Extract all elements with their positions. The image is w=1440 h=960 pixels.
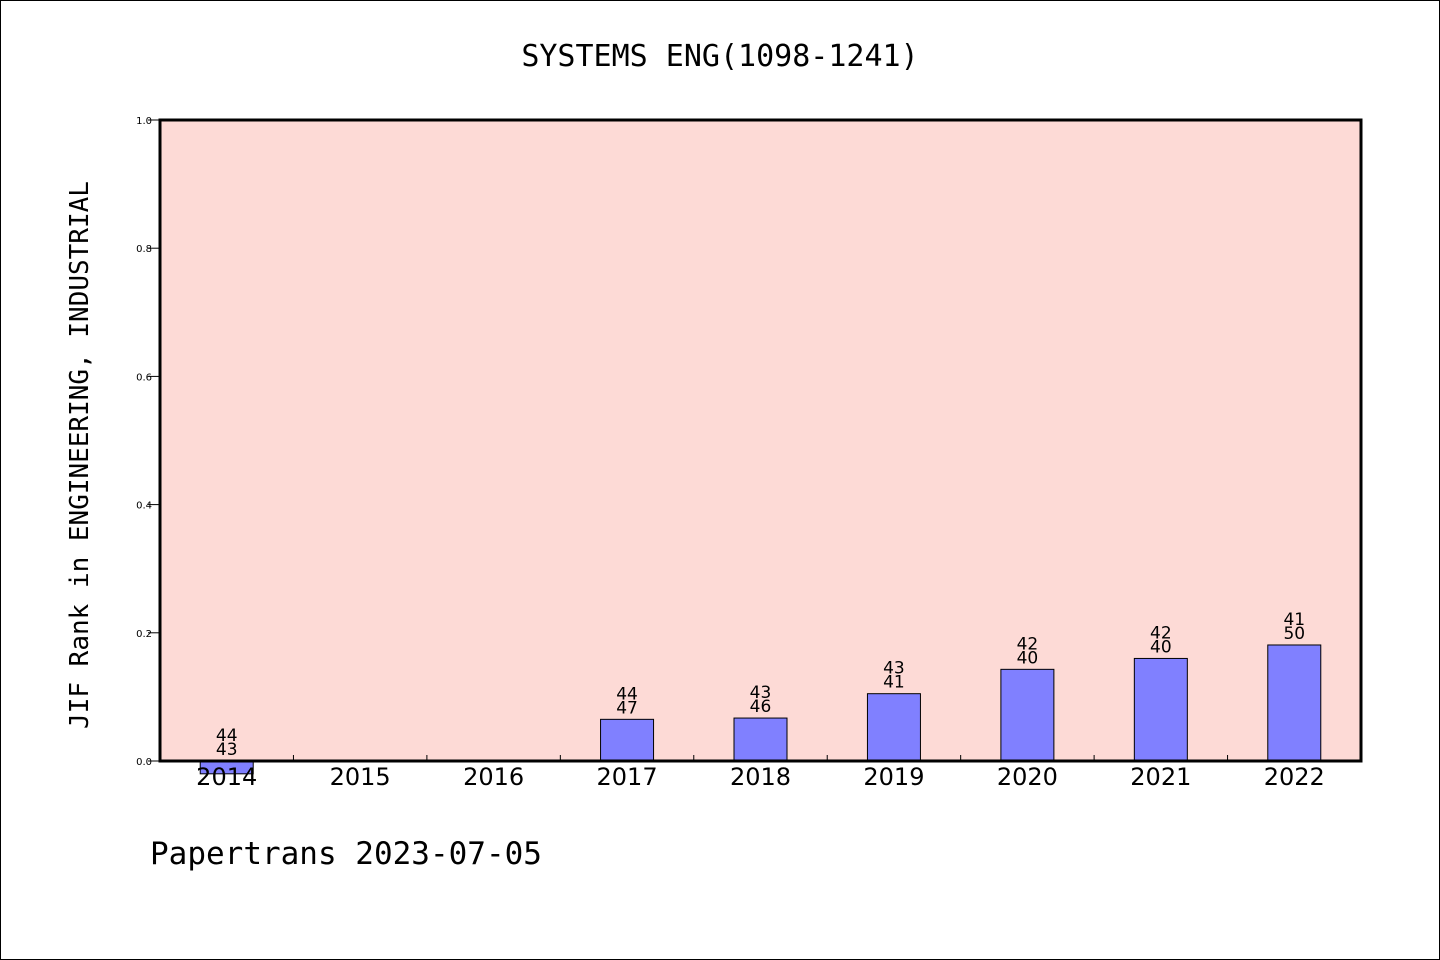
y-axis: 0.0 0.2 0.4 0.6 0.8 1.0 xyxy=(136,116,160,768)
x-tick-label: 2022 xyxy=(1264,763,1325,791)
bar-2020 xyxy=(1000,668,1055,762)
bars-group xyxy=(199,644,1322,775)
bar-2017 xyxy=(600,718,655,762)
x-tick-label: 2014 xyxy=(196,763,257,791)
plot-area xyxy=(160,120,1361,761)
plot-border xyxy=(158,118,1363,763)
y-axis-label: JIF Rank in ENGINEERING, INDUSTRIAL xyxy=(65,181,95,729)
x-tick-label: 2018 xyxy=(730,763,791,791)
x-tick-label: 2015 xyxy=(330,763,391,791)
chart-title: SYSTEMS ENG(1098-1241) xyxy=(521,39,918,74)
bar-value-label: 40 xyxy=(1150,637,1172,657)
bar-2021 xyxy=(1133,657,1188,762)
bar-value-label: 43 xyxy=(750,683,772,703)
bar-value-label: 44 xyxy=(216,726,238,746)
bar-value-label: 42 xyxy=(1150,623,1172,643)
x-tick-label: 2021 xyxy=(1130,763,1191,791)
bar-value-label: 43 xyxy=(216,740,238,760)
bar-value-label: 41 xyxy=(1283,610,1305,630)
y-tick-label: 0.4 xyxy=(136,501,152,512)
x-tick-label: 2017 xyxy=(597,763,658,791)
bar-2019 xyxy=(866,693,921,762)
bar-value-label: 41 xyxy=(883,673,905,693)
bar-value-label: 43 xyxy=(883,659,905,679)
source-footer: Papertrans 2023-07-05 xyxy=(150,836,542,872)
y-tick-label: 0.2 xyxy=(136,629,152,640)
x-axis: 2014 2015 2016 2017 2018 2019 2020 2021 2022 xyxy=(196,755,1325,791)
y-tick-label: 1.0 xyxy=(136,116,152,127)
bar-value-label: 47 xyxy=(616,698,638,718)
bar-value-label: 50 xyxy=(1283,624,1305,644)
x-tick-label: 2016 xyxy=(463,763,524,791)
bar-2022 xyxy=(1267,644,1322,762)
bar-value-label: 44 xyxy=(616,684,638,704)
y-tick-label: 0.6 xyxy=(136,372,152,383)
x-tick-label: 2019 xyxy=(863,763,924,791)
bar-value-label: 40 xyxy=(1017,648,1039,668)
bar-value-label: 42 xyxy=(1017,634,1039,654)
bar-2018 xyxy=(733,717,788,762)
y-tick-label: 0.8 xyxy=(136,244,152,255)
x-tick-label: 2020 xyxy=(997,763,1058,791)
bar-value-label: 46 xyxy=(750,697,772,717)
y-tick-label: 0.0 xyxy=(136,757,152,768)
